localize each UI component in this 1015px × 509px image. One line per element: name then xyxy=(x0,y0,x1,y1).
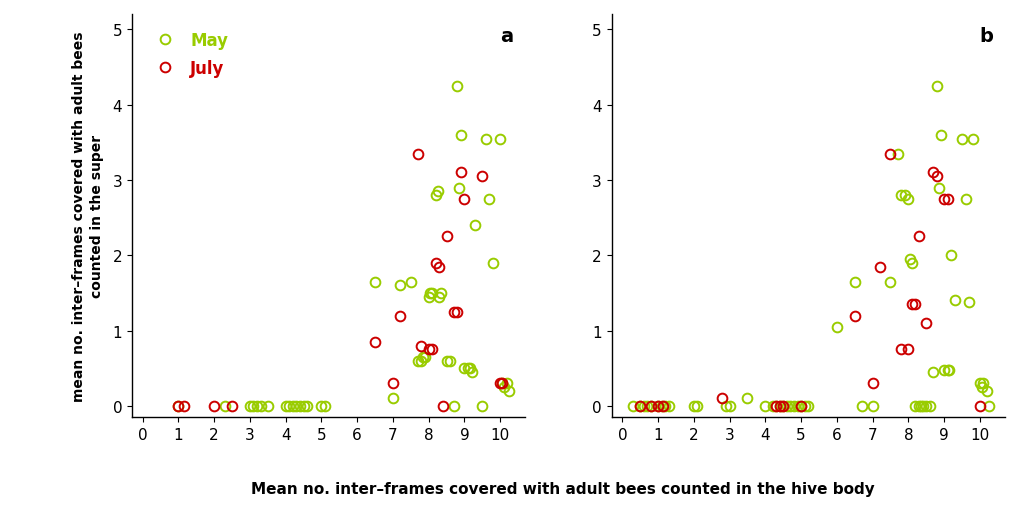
Text: a: a xyxy=(500,27,514,46)
Text: Mean no. inter–frames covered with adult bees counted in the hive body: Mean no. inter–frames covered with adult… xyxy=(252,481,875,496)
Legend: May, July: May, July xyxy=(140,23,236,86)
Text: b: b xyxy=(979,27,993,46)
Y-axis label: mean no. inter–frames covered with adult bees
counted in the super: mean no. inter–frames covered with adult… xyxy=(72,32,105,401)
